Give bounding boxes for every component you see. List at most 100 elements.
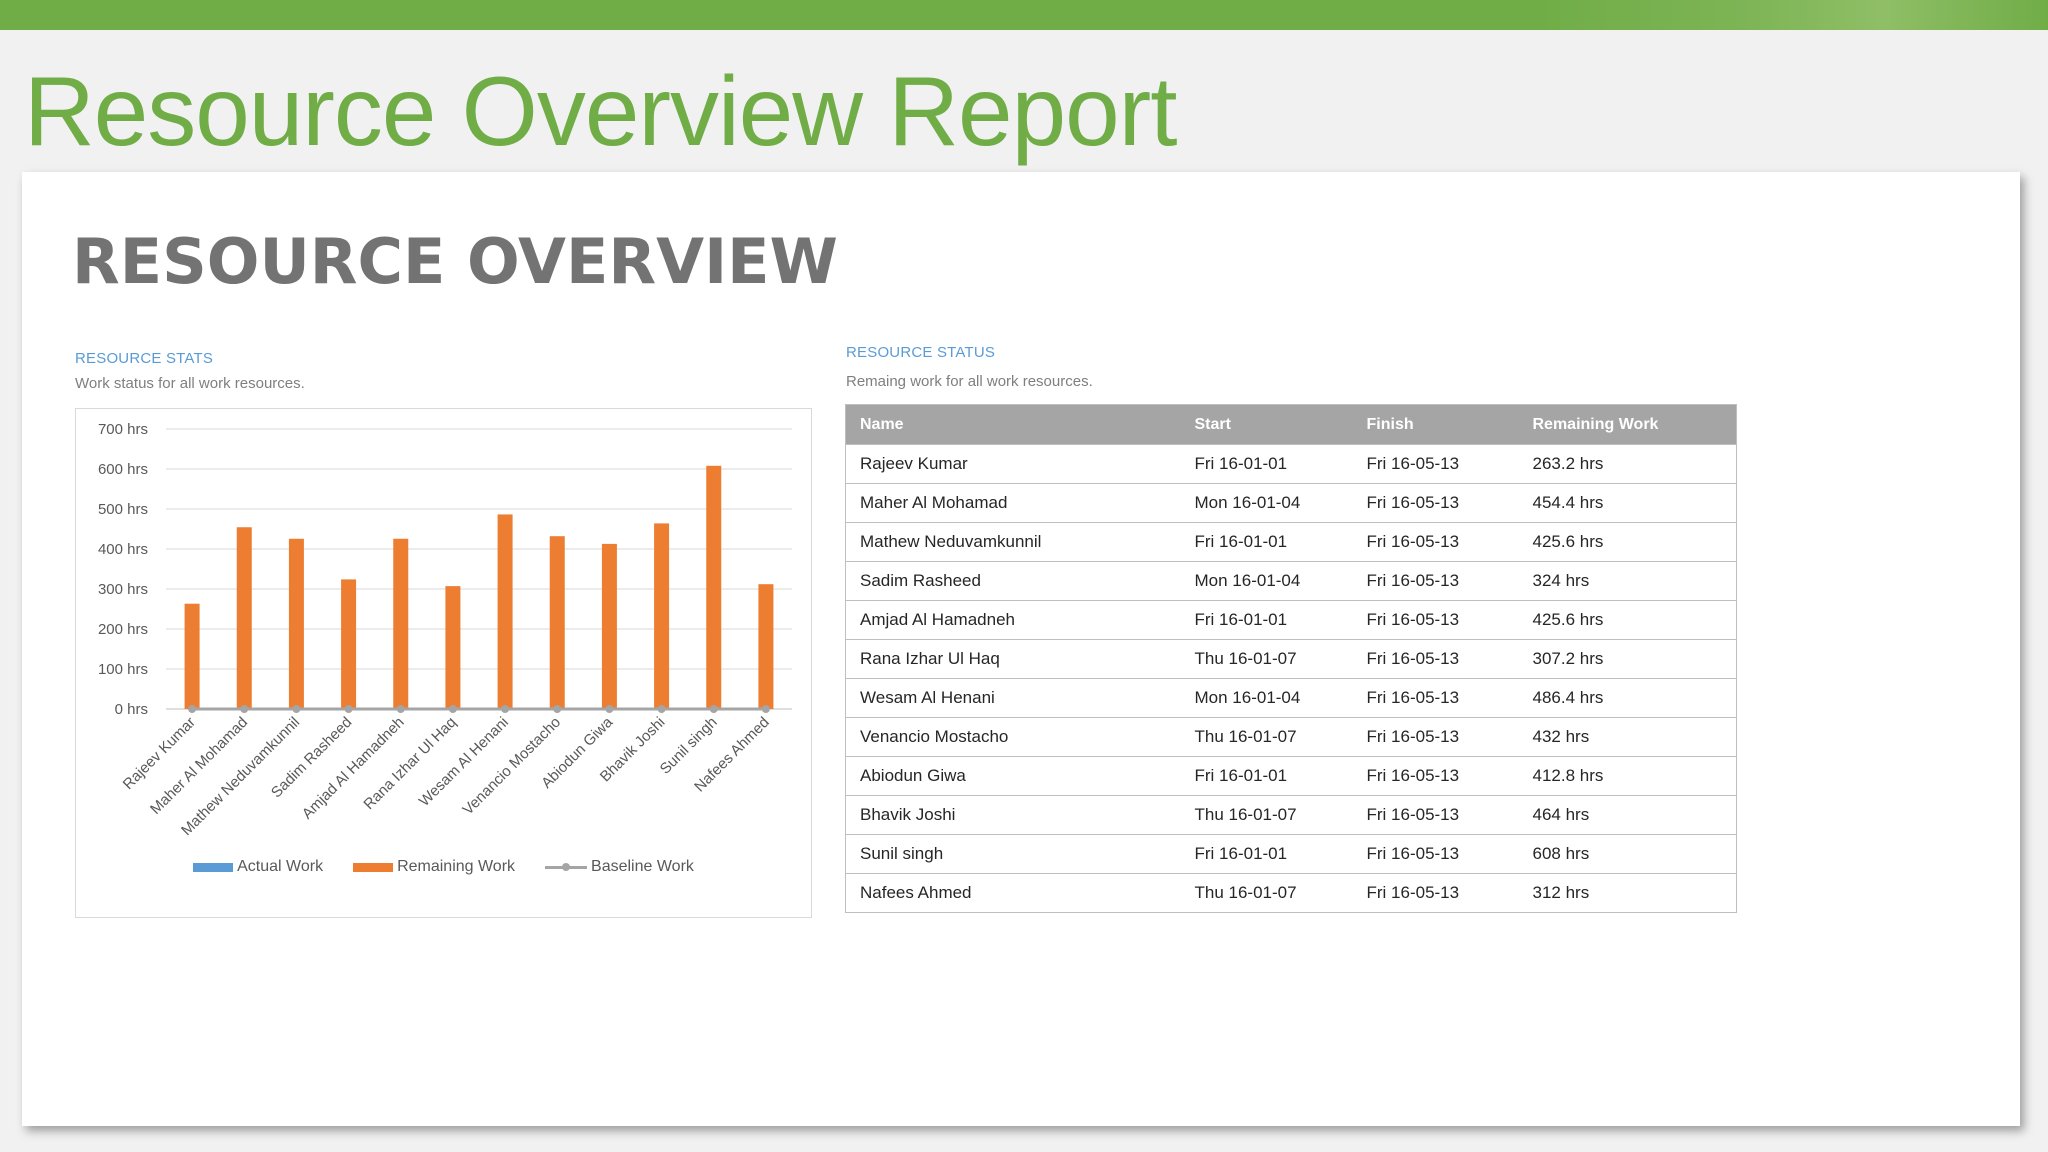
baseline-work-point xyxy=(761,705,770,713)
baseline-work-point xyxy=(396,705,405,713)
table-row: Bhavik Joshi Thu 16-01-07 Fri 16-05-13 464 … xyxy=(845,795,1737,835)
cell-remaining-work: 425.6 hrs xyxy=(1518,600,1737,640)
legend-swatch-baseline-work xyxy=(545,861,588,873)
chart-legend: Actual Work Remaining Work Baseline Work xyxy=(76,855,811,879)
bar-remaining-work xyxy=(393,538,409,709)
baseline-work-point xyxy=(657,705,666,713)
y-tick-label: 0 hrs xyxy=(115,701,148,718)
baseline-work-point xyxy=(709,705,718,713)
resource-stats-chart: 0 hrs 100 hrs 200 hrs 300 hrs 400 hrs 500 hrs… xyxy=(75,408,812,918)
cell-finish: Fri 16-05-13 xyxy=(1352,600,1519,640)
table-row: Abiodun Giwa Fri 16-01-01 Fri 16-05-13 412.… xyxy=(845,756,1737,796)
cell-name: Rana Izhar Ul Haq xyxy=(845,639,1181,679)
y-tick-label: 700 hrs xyxy=(98,421,148,438)
cell-finish: Fri 16-05-13 xyxy=(1352,678,1519,718)
cell-start: Thu 16-01-07 xyxy=(1194,883,1297,902)
cell-name: Sadim Rasheed xyxy=(845,561,1181,601)
legend-item-actual-work: Actual Work xyxy=(193,858,323,876)
y-tick-label: 100 hrs xyxy=(98,661,148,678)
bar-remaining-work xyxy=(341,579,357,709)
cell-finish: Fri 16-05-13 xyxy=(1352,639,1519,679)
table-row: Sadim Rasheed Mon 16-01-04 Fri 16-05-13 324… xyxy=(845,561,1737,601)
cell-remaining-work: 486.4 hrs xyxy=(1518,678,1737,718)
resource-status-subtitle: Remaing work for all work resources. xyxy=(846,373,1093,390)
cell-remaining-work: 263.2 hrs xyxy=(1518,444,1737,484)
baseline-work-point xyxy=(344,705,353,713)
bar-remaining-work xyxy=(706,465,722,709)
resource-stats-subtitle: Work status for all work resources. xyxy=(75,375,305,392)
cell-start: Fri 16-01-01 xyxy=(1180,834,1353,874)
x-tick-label: Wesam Al Henani xyxy=(416,714,512,810)
cell-finish: Fri 16-05-13 xyxy=(1352,444,1519,484)
bar-remaining-work xyxy=(549,536,565,709)
x-tick-label: Venancio Mostacho xyxy=(459,714,564,819)
bar-remaining-work xyxy=(184,603,200,709)
resource-status-title: RESOURCE STATUS xyxy=(846,344,996,361)
legend-item-baseline-work: Baseline Work xyxy=(545,858,694,876)
cell-name: Maher Al Mohamad xyxy=(845,483,1181,523)
page-heading: RESOURCE OVERVIEW xyxy=(72,225,838,298)
bar-remaining-work xyxy=(236,527,252,709)
table-row: Mathew Neduvamkunnil Fri 16-01-01 Fri 16-0… xyxy=(845,522,1737,562)
bar-remaining-work xyxy=(601,543,617,709)
bar-remaining-work xyxy=(497,514,513,709)
x-tick-label: Maher Al Mohamad xyxy=(147,714,251,818)
legend-swatch-remaining-work xyxy=(353,862,394,872)
cell-remaining-work: 464 hrs xyxy=(1518,795,1737,835)
cell-remaining-work: 432 hrs xyxy=(1518,717,1737,757)
table-row: Amjad Al Hamadneh Fri 16-01-01 Fri 16-05-1… xyxy=(845,600,1737,640)
cell-remaining-work: 425.6 hrs xyxy=(1518,522,1737,562)
table-row: Sunil singh Fri 16-01-01 Fri 16-05-13 608 h… xyxy=(845,834,1737,874)
bar-remaining-work xyxy=(288,538,304,709)
cell-finish: Fri 16-05-13 xyxy=(1352,756,1519,796)
legend-label-remaining-work: Remaining Work xyxy=(397,858,516,875)
legend-label-baseline-work: Baseline Work xyxy=(591,858,694,875)
cell-name: Wesam Al Henani xyxy=(845,678,1181,718)
cell-start: Mon 16-01-04 xyxy=(1180,678,1353,718)
column-header-finish: Finish xyxy=(1352,404,1519,445)
baseline-work-point xyxy=(188,705,197,713)
bar-remaining-work xyxy=(654,523,670,709)
x-tick-label: Rana Izhar Ul Haq xyxy=(360,714,459,813)
cell-start: Fri 16-01-01 xyxy=(1180,444,1353,484)
cell-name: Abiodun Giwa xyxy=(845,756,1181,796)
table-row: Maher Al Mohamad Mon 16-01-04 Fri 16-05-13… xyxy=(845,483,1737,523)
legend-item-remaining-work: Remaining Work xyxy=(353,858,515,876)
baseline-work-point xyxy=(605,705,614,713)
column-header-name: Name xyxy=(845,404,1181,445)
cell-finish: Fri 16-05-13 xyxy=(1352,483,1519,523)
resource-status-table: Name Start Finish Remaining Work Rajeev … xyxy=(845,404,1737,913)
cell-name: Bhavik Joshi xyxy=(845,795,1181,835)
table-row: Wesam Al Henani Mon 16-01-04 Fri 16-05-13 4… xyxy=(845,678,1737,718)
top-band xyxy=(0,0,2048,30)
cell-remaining-work: 608 hrs xyxy=(1518,834,1737,874)
cell-start: Fri 16-01-01 xyxy=(1180,600,1353,640)
cell-finish: Fri 16-05-13 xyxy=(1352,522,1519,562)
cell-start: Fri 16-01-01 xyxy=(1180,756,1353,796)
cell-finish: Fri 16-05-13 xyxy=(1352,834,1519,874)
legend-swatch-actual-work xyxy=(193,862,234,872)
y-tick-label: 400 hrs xyxy=(98,541,148,558)
cell-finish: Fri 16-05-13 xyxy=(1366,883,1460,902)
cell-start: Mon 16-01-04 xyxy=(1180,561,1353,601)
resource-stats-title: RESOURCE STATS xyxy=(75,350,214,367)
table-header-row: Name Start Finish Remaining Work xyxy=(845,404,1737,445)
cell-remaining-work: 307.2 hrs xyxy=(1518,639,1737,679)
table-row: Rajeev Kumar Fri 16-01-01 Fri 16-05-13 263.… xyxy=(845,444,1737,484)
cell-finish: Fri 16-05-13 xyxy=(1352,795,1519,835)
bar-remaining-work xyxy=(445,586,461,709)
column-header-start: Start xyxy=(1180,404,1353,445)
cell-start: Thu 16-01-07 xyxy=(1180,717,1353,757)
table-body: Rajeev Kumar Fri 16-01-01 Fri 16-05-13 263.… xyxy=(845,444,1737,913)
y-tick-label: 200 hrs xyxy=(98,621,148,638)
cell-start: Thu 16-01-07 xyxy=(1180,795,1353,835)
table-row: Nafees Ahmed Thu 16-01-07 Fri 16-05-13 312 … xyxy=(846,874,1737,913)
y-tick-label: 600 hrs xyxy=(98,461,148,478)
report-page: RESOURCE OVERVIEW RESOURCE STATS Work st… xyxy=(22,172,2020,1126)
baseline-work-point xyxy=(501,705,510,713)
cell-name: Nafees Ahmed xyxy=(860,883,972,902)
cell-remaining-work: 324 hrs xyxy=(1518,561,1737,601)
y-tick-label: 500 hrs xyxy=(98,501,148,518)
table-row: Rana Izhar Ul Haq Thu 16-01-07 Fri 16-05-1… xyxy=(845,639,1737,679)
baseline-work-point xyxy=(240,705,249,713)
